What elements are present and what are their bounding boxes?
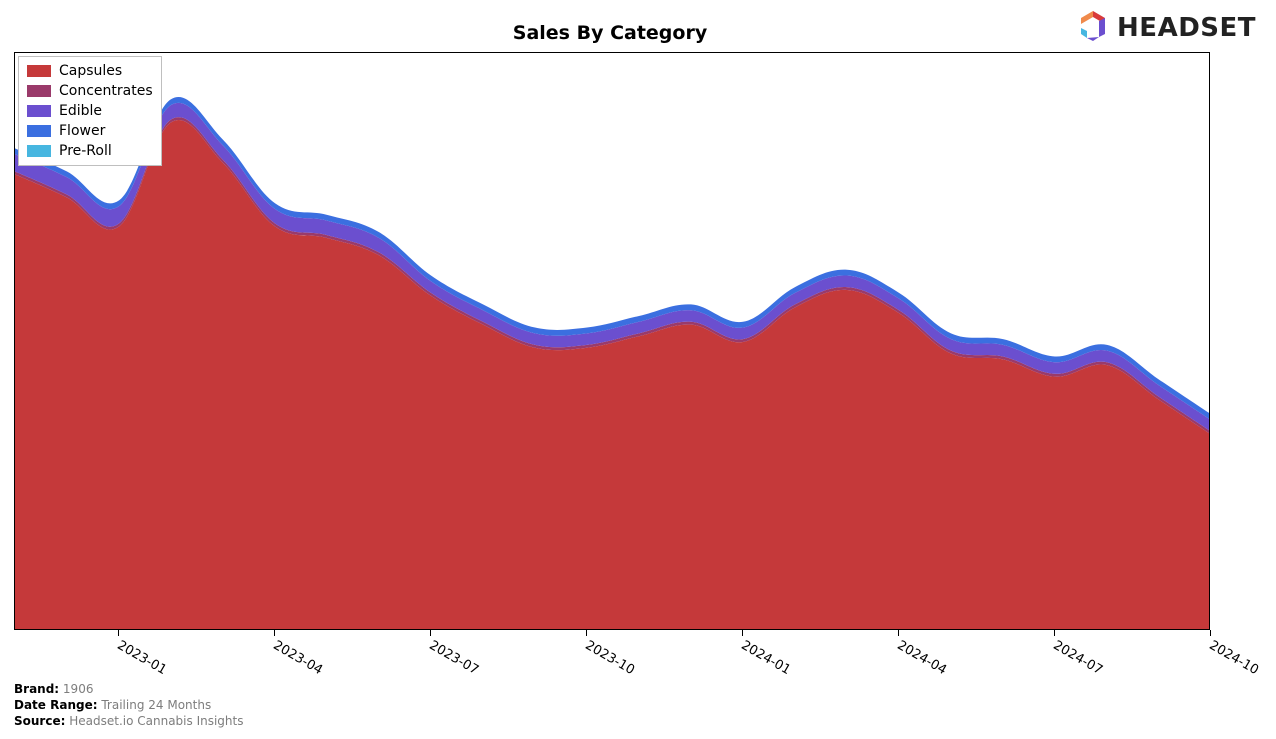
x-tick-mark	[118, 630, 119, 636]
legend-item: Edible	[27, 101, 153, 121]
legend-swatch	[27, 125, 51, 137]
footer-source-value: Headset.io Cannabis Insights	[69, 714, 243, 728]
legend-label: Capsules	[59, 61, 122, 81]
legend-label: Flower	[59, 121, 105, 141]
x-tick-label: 2023-04	[271, 638, 326, 678]
legend-swatch	[27, 145, 51, 157]
legend-label: Edible	[59, 101, 102, 121]
chart-footer: Brand: 1906 Date Range: Trailing 24 Mont…	[14, 681, 243, 729]
x-tick-mark	[274, 630, 275, 636]
legend-label: Concentrates	[59, 81, 153, 101]
x-tick-label: 2023-07	[427, 638, 482, 678]
legend-item: Flower	[27, 121, 153, 141]
legend-swatch	[27, 105, 51, 117]
footer-date-range-value: Trailing 24 Months	[101, 698, 211, 712]
legend-swatch	[27, 85, 51, 97]
footer-brand-label: Brand:	[14, 682, 59, 696]
legend-item: Pre-Roll	[27, 141, 153, 161]
x-tick-mark	[742, 630, 743, 636]
legend-item: Capsules	[27, 61, 153, 81]
chart-title: Sales By Category	[0, 22, 1220, 44]
x-tick-mark	[898, 630, 899, 636]
legend: Capsules Concentrates Edible Flower Pre-…	[18, 56, 162, 166]
legend-swatch	[27, 65, 51, 77]
footer-date-range-label: Date Range:	[14, 698, 98, 712]
footer-source-label: Source:	[14, 714, 65, 728]
x-tick-mark	[430, 630, 431, 636]
x-tick-label: 2024-04	[895, 638, 950, 678]
legend-label: Pre-Roll	[59, 141, 112, 161]
plot-area	[14, 52, 1210, 630]
x-tick-mark	[586, 630, 587, 636]
x-tick-mark	[1054, 630, 1055, 636]
headset-logo-icon	[1075, 8, 1111, 48]
headset-logo-text: HEADSET	[1117, 13, 1256, 43]
x-tick-label: 2024-10	[1207, 638, 1262, 678]
x-tick-label: 2023-10	[583, 638, 638, 678]
stacked-area-svg	[15, 53, 1210, 630]
footer-brand: Brand: 1906	[14, 681, 243, 697]
x-tick-label: 2024-01	[739, 638, 794, 678]
x-tick-label: 2023-01	[115, 638, 170, 678]
footer-date-range: Date Range: Trailing 24 Months	[14, 697, 243, 713]
footer-source: Source: Headset.io Cannabis Insights	[14, 713, 243, 729]
x-tick-mark	[1210, 630, 1211, 636]
legend-item: Concentrates	[27, 81, 153, 101]
x-tick-label: 2024-07	[1051, 638, 1106, 678]
headset-logo: HEADSET	[1075, 8, 1256, 48]
footer-brand-value: 1906	[63, 682, 94, 696]
